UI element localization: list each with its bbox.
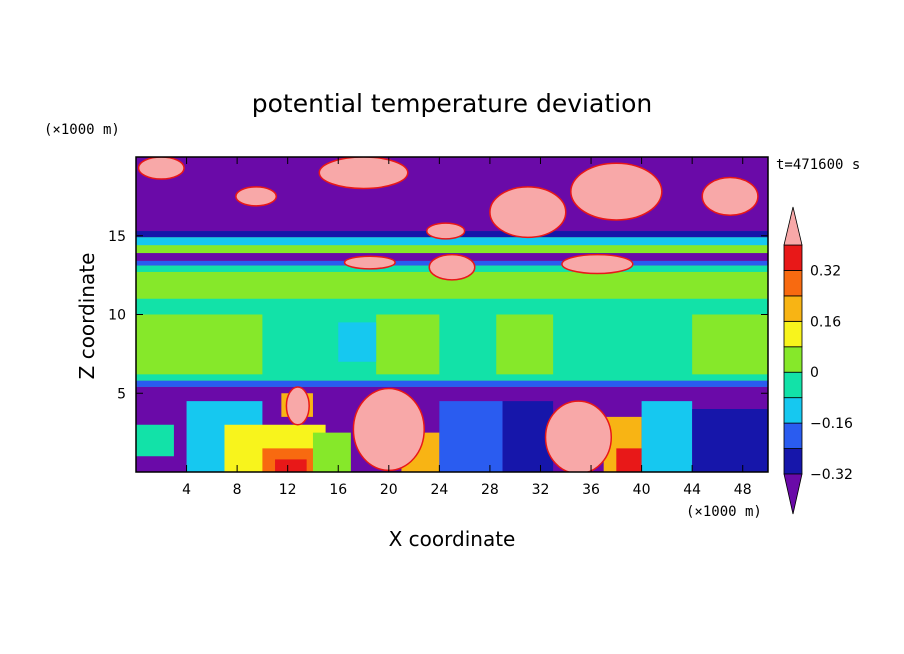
warm-anomaly-blob-4 [489,186,567,239]
colorbar-tick-label: 0 [810,365,819,381]
warm-anomaly-blob-2 [285,386,310,426]
x-tick-label: 20 [380,482,398,498]
x-tick-label: 12 [279,482,297,498]
contour-region-24 [502,401,554,472]
warm-anomaly-blob-9 [137,157,185,180]
warm-anomaly-blob-10 [235,186,278,207]
warm-anomaly-blob-8 [701,176,759,217]
x-tick-label: 48 [734,482,752,498]
colorbar-bin [783,397,803,424]
x-tick-label: 16 [329,482,347,498]
x-unit-label: (×1000 m) [686,504,762,520]
warm-anomaly-blob-5 [570,162,663,221]
warm-anomaly-blob-3 [318,157,409,190]
colorbar-bin [783,346,803,373]
contour-field [136,157,768,472]
contour-region-27 [641,401,693,472]
contour-region-14 [136,380,768,387]
colorbar-tick-label: −0.32 [810,467,853,483]
x-tick-label: 28 [481,482,499,498]
contour-region-19 [275,459,307,472]
y-unit-label: (×1000 m) [44,122,120,138]
x-tick-label: 44 [683,482,701,498]
contour-region-21 [312,432,351,472]
x-tick-label: 4 [182,482,191,498]
colorbar-bin [783,270,803,297]
colorbar-tick-label: 0.32 [810,263,841,279]
x-tick-label: 8 [233,482,242,498]
y-tick-label: 10 [108,308,126,324]
contour-region-28 [692,409,768,472]
x-tick-label: 40 [633,482,651,498]
contour-region-29 [136,424,174,457]
contour-region-12 [692,314,768,375]
colorbar-bottom-cap [783,473,803,515]
warm-anomaly-blob-6 [561,253,634,275]
colorbar-bin [783,422,803,449]
y-tick-label: 15 [108,229,126,245]
x-tick-label: 36 [582,482,600,498]
colorbar: 0.32 0.16 0 −0.16 −0.32 [783,206,853,515]
chart-title: potential temperature deviation [252,89,652,118]
x-axis-ticks: 4 8 12 16 20 24 28 32 36 40 44 48 [182,157,752,498]
colorbar-top-cap [783,206,803,246]
warm-anomaly-blob-7 [428,253,476,281]
colorbar-tick-label: −0.16 [810,416,853,432]
colorbar-bin [783,295,803,322]
colorbar-bin [783,371,803,399]
warm-anomaly-blob-0 [352,387,425,472]
y-tick-label: 5 [117,386,126,402]
colorbar-bin [783,244,803,271]
warm-anomaly-blob-1 [544,400,613,472]
colorbar-bin [783,320,803,348]
contour-region-1 [136,157,768,232]
x-axis-label: X coordinate [389,527,516,551]
colorbar-tick-label: 0.16 [810,314,841,330]
y-axis-label: Z coordinate [75,253,99,380]
x-tick-label: 32 [532,482,550,498]
colorbar-bin [783,448,803,475]
contour-region-13 [338,322,377,362]
warm-anomaly-blob-11 [343,255,396,270]
contour-region-3 [136,237,768,246]
contour-region-23 [439,401,503,472]
contour-region-9 [136,314,263,375]
warm-anomaly-blob-12 [425,222,466,240]
x-tick-label: 24 [430,482,448,498]
y-axis-ticks: 5 10 15 [108,229,768,402]
contour-region-10 [376,314,440,375]
contour-region-11 [496,314,554,375]
time-label: t=471600 s [776,157,860,173]
